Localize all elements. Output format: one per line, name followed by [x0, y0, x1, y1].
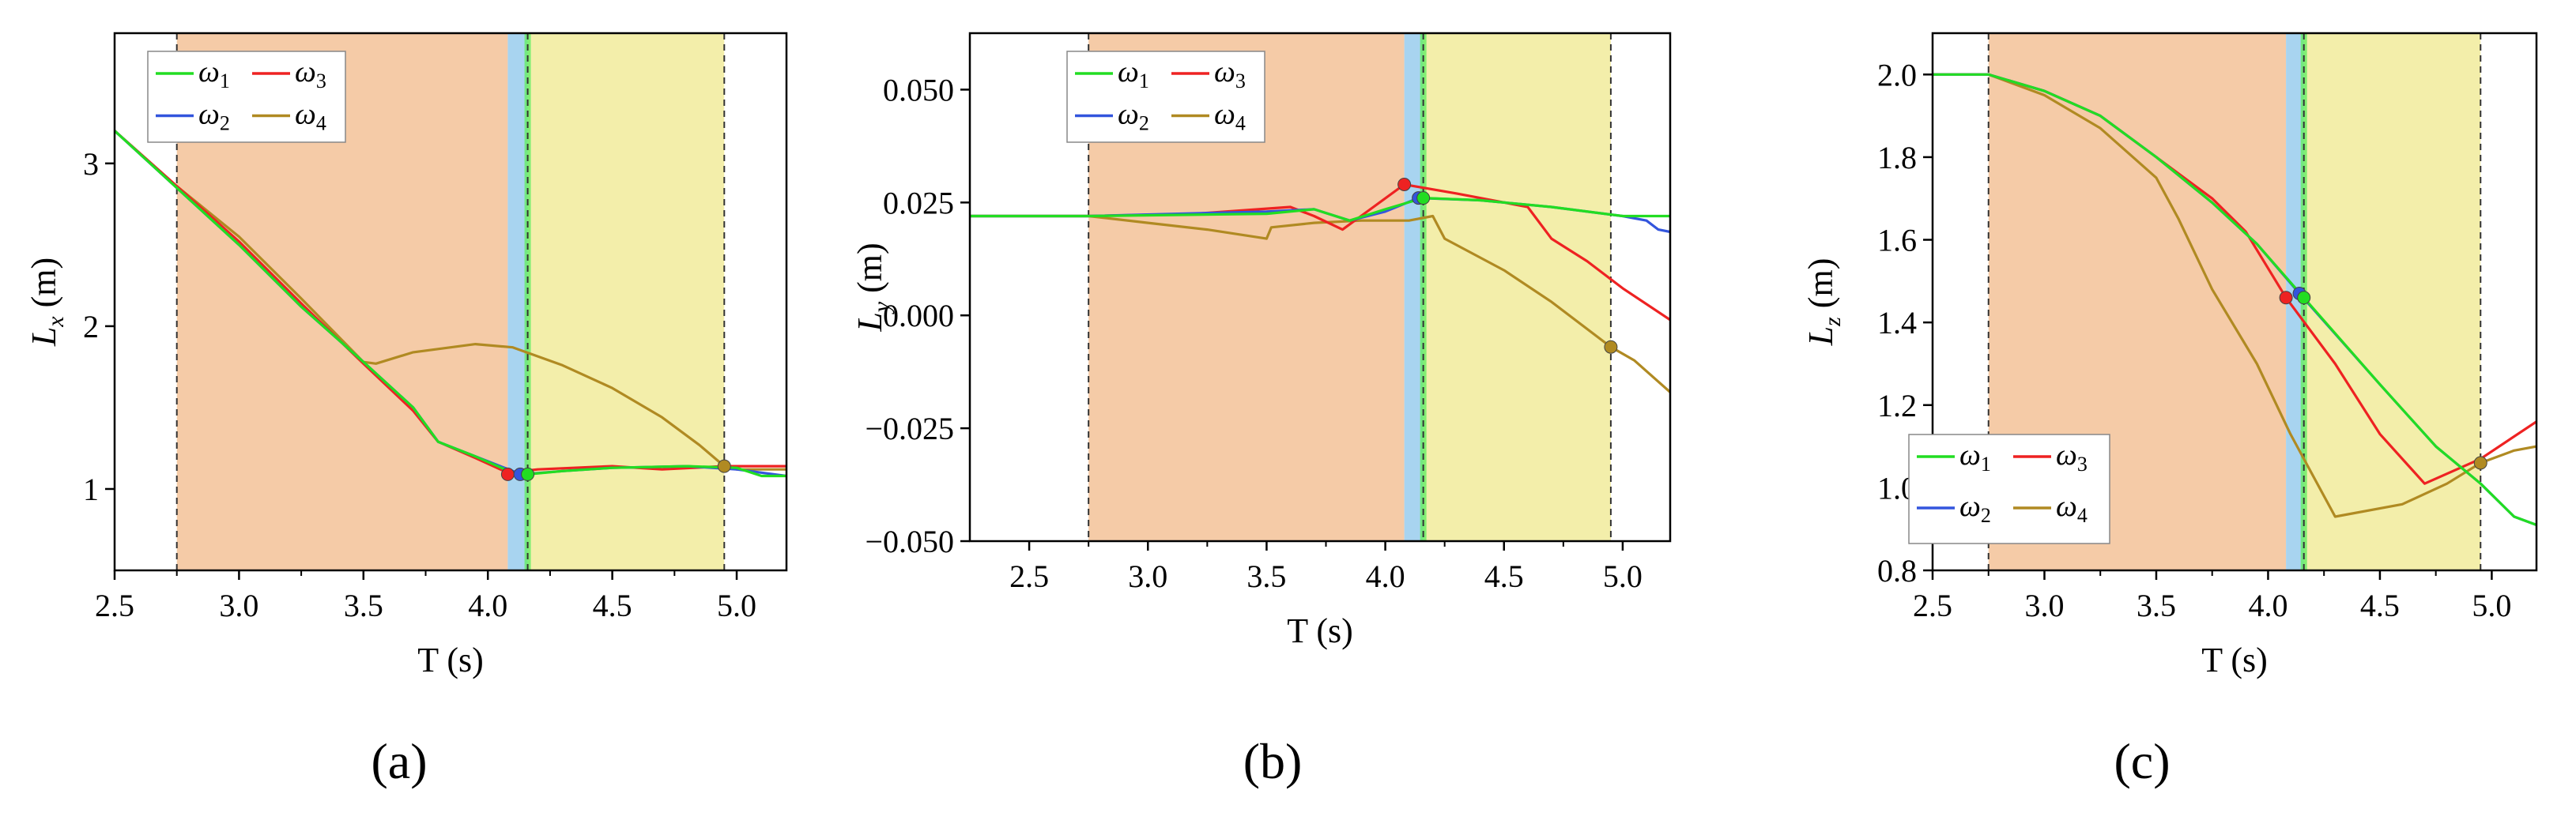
y-axis-title: Lz (m): [1801, 258, 1846, 347]
region-yellow: [1423, 33, 1611, 541]
y-tick-label: 0.050: [883, 72, 954, 107]
x-tick-label: 5.0: [2472, 588, 2511, 623]
subfigure-label: (a): [371, 733, 427, 789]
y-axis-unit: (m): [1801, 258, 1840, 318]
x-tick-label: 4.0: [468, 588, 507, 623]
x-tick-label: 4.5: [593, 588, 632, 623]
x-tick-label: 3.5: [2137, 588, 2176, 623]
y-axis-var: L: [25, 327, 63, 347]
legend-box: [1066, 51, 1265, 143]
x-axis-title: T (s): [417, 641, 484, 679]
legend-label-w1: ω1: [1118, 55, 1149, 92]
legend-label-w4: ω4: [2056, 490, 2088, 527]
y-tick-label: 1.6: [1877, 223, 1917, 258]
legend-label-w1: ω1: [1959, 438, 1991, 476]
legend-label-w1: ω1: [198, 55, 230, 92]
region-yellow: [527, 33, 725, 570]
legend-label-w3: ω3: [295, 55, 326, 92]
y-tick-label: 1.2: [1877, 388, 1917, 423]
y-tick-label: 0.025: [883, 185, 954, 220]
series-w1: [970, 197, 1670, 222]
y-axis-var: L: [850, 312, 889, 332]
y-tick-label: 0.000: [883, 298, 954, 333]
x-tick-label: 3.5: [344, 588, 383, 623]
x-axis-title: T (s): [1287, 611, 1353, 650]
x-tick-label: 3.5: [1247, 559, 1286, 594]
chart-c: 2.5 3.0 3.5 4.0 4.5 5.00.81.01.21.41.61.82.0T…: [1801, 32, 2538, 789]
x-tick-label: 2.5: [95, 588, 134, 623]
legend-label-w2: ω2: [198, 98, 230, 135]
y-axis-sub: y: [869, 301, 895, 314]
y-tick-label: 1.8: [1877, 140, 1917, 175]
y-tick-label: 0.8: [1877, 553, 1917, 589]
y-axis-sub: z: [1820, 317, 1846, 327]
x-tick-label: 4.0: [1366, 559, 1405, 594]
marker-w1: [1416, 191, 1431, 205]
series-group: [1933, 73, 2536, 527]
marker-w4: [1604, 340, 1618, 354]
y-axis-unit: (m): [25, 258, 63, 317]
legend-label-w4: ω4: [1214, 98, 1246, 135]
chart-b: 2.5 3.0 3.5 4.0 4.5 5.0 0.050 0.025 0.000 −0.025 −…: [850, 32, 1672, 789]
y-axis-var: L: [1801, 326, 1840, 346]
subfigure-label: (b): [1243, 733, 1303, 789]
plot-frame: [1931, 32, 2538, 572]
legend-label-w4: ω4: [295, 98, 326, 135]
series-w1: [115, 130, 786, 478]
y-tick-label: 3: [83, 146, 99, 182]
series-w4: [970, 214, 1670, 393]
x-tick-label: 5.0: [1603, 559, 1643, 594]
marker-w4: [717, 459, 731, 473]
x-tick-label: 2.5: [1009, 559, 1049, 594]
legend: ω1 ω3 ω2 ω4: [1908, 434, 2110, 544]
x-tick-label: 3.0: [219, 588, 258, 623]
x-tick-label: 2.5: [1913, 588, 1952, 623]
legend: ω1 ω3 ω2 ω4: [1066, 51, 1265, 143]
marker-w3: [500, 467, 515, 481]
y-axis-title: Ly (m): [850, 243, 895, 332]
x-tick-label: 4.5: [2360, 588, 2400, 623]
region-blue: [1404, 33, 1424, 541]
marker-w3: [1397, 177, 1412, 191]
marker-w1: [521, 467, 535, 481]
legend-box: [147, 51, 346, 143]
marker-w1: [2297, 291, 2311, 305]
y-axis-unit: (m): [850, 243, 889, 302]
y-tick-label: 1.4: [1877, 305, 1917, 340]
series-group: [115, 130, 786, 478]
y-tick-label: −0.025: [865, 411, 954, 446]
series-w4: [1933, 73, 2536, 518]
x-tick-label: 3.0: [1128, 559, 1167, 594]
y-tick-label: −0.050: [865, 524, 954, 559]
x-axis-title: T (s): [2201, 641, 2268, 679]
y-tick-label: 1: [83, 472, 99, 507]
y-axis-title: Lx (m): [25, 258, 69, 347]
series-w4: [115, 130, 786, 471]
legend-label-w3: ω3: [1214, 55, 1246, 92]
x-tick-label: 4.0: [2248, 588, 2287, 623]
x-tick-label: 3.0: [2024, 588, 2064, 623]
plot-frame: [113, 32, 788, 572]
legend: ω1 ω3 ω2 ω4: [147, 51, 346, 143]
plot-frame: [968, 32, 1672, 543]
marker-w4: [2473, 456, 2487, 470]
series-w1: [1933, 73, 2536, 527]
x-tick-label: 5.0: [717, 588, 756, 623]
legend-label-w2: ω2: [1118, 98, 1149, 135]
x-tick-label: 4.5: [1484, 559, 1524, 594]
legend-label-w3: ω3: [2056, 438, 2088, 476]
y-axis-sub: x: [43, 316, 69, 328]
legend-box: [1908, 434, 2110, 544]
marker-w3: [2279, 291, 2293, 305]
region-blue: [507, 33, 528, 570]
y-tick-label: 2.0: [1877, 57, 1917, 92]
y-tick-label: 2: [83, 309, 99, 344]
legend-label-w2: ω2: [1959, 490, 1991, 527]
region-yellow: [2303, 33, 2481, 570]
subfigure-label: (c): [2114, 733, 2170, 789]
